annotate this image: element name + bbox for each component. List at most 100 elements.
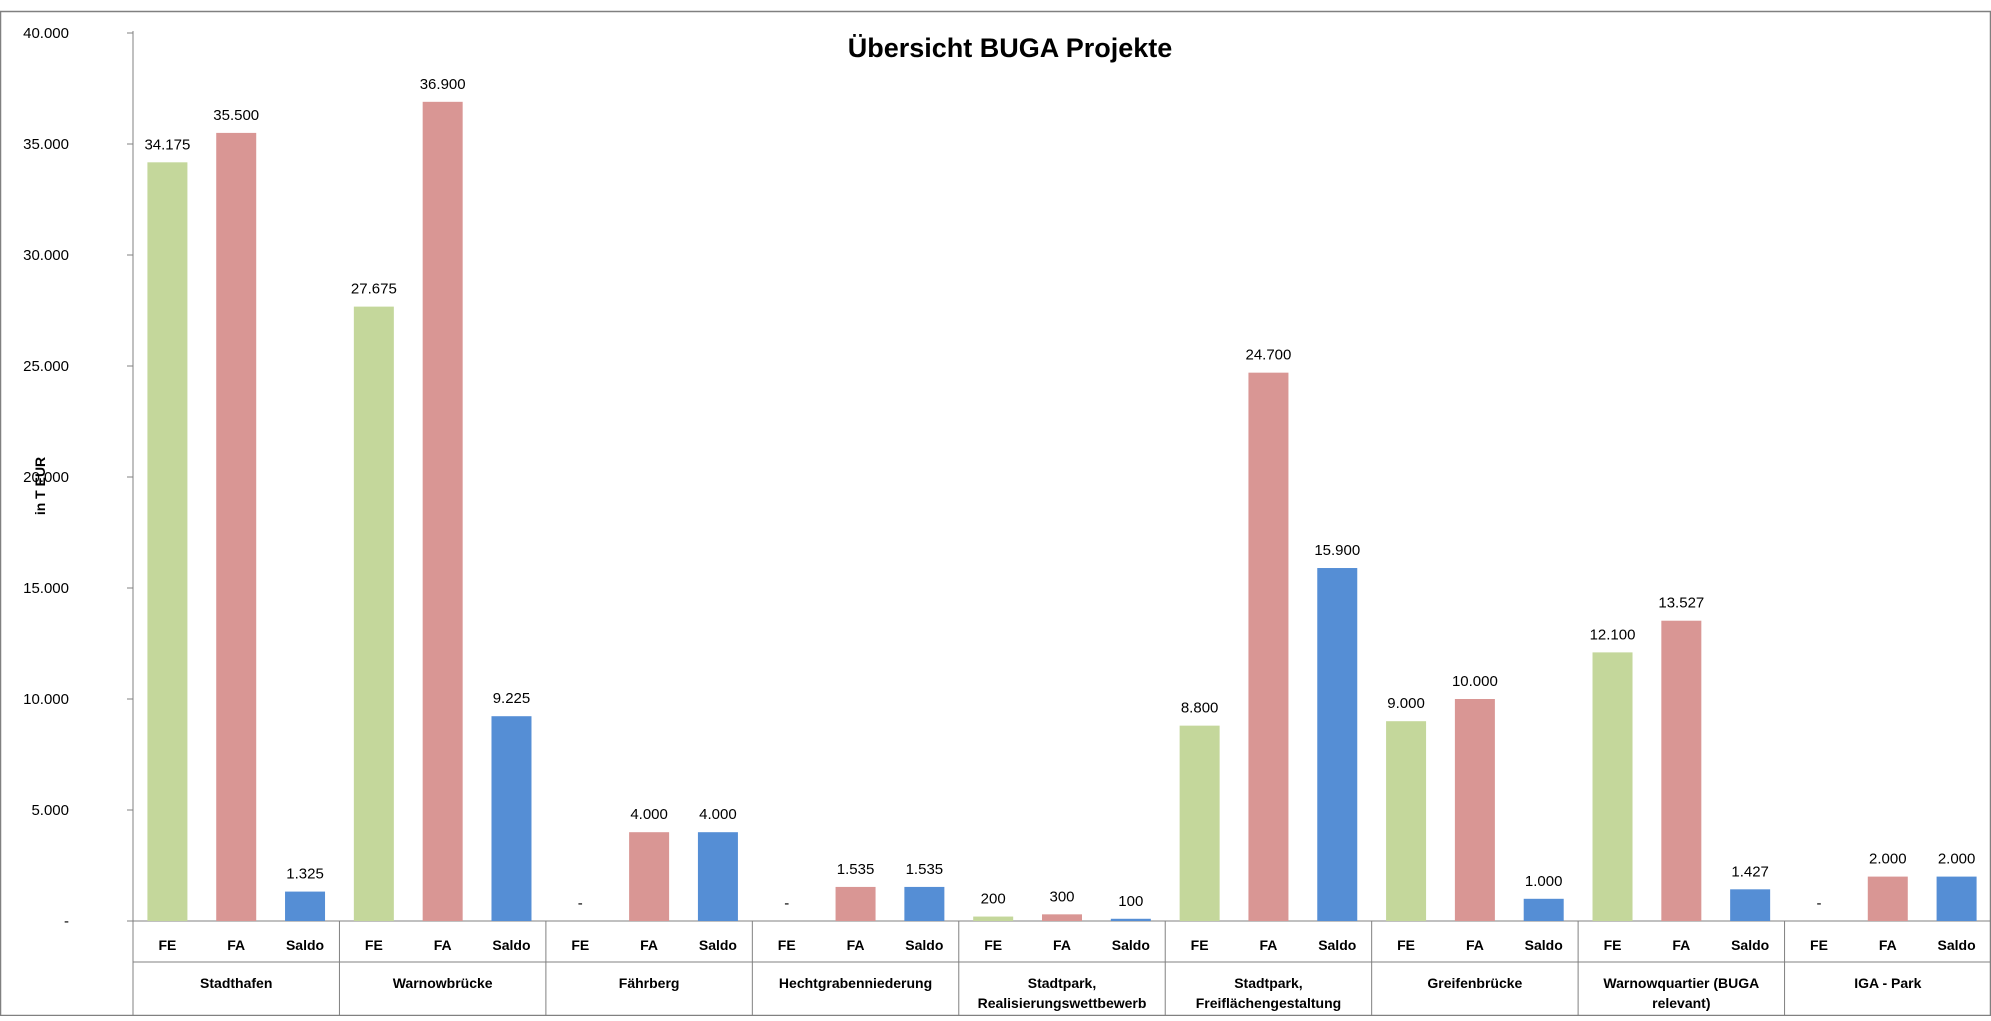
series-label: FA <box>1879 937 1897 953</box>
group-label: Warnowbrücke <box>393 975 493 991</box>
series-label: FE <box>1397 937 1415 953</box>
value-label: 13.527 <box>1658 595 1704 612</box>
value-label: 36.900 <box>420 76 466 93</box>
bar-saldo <box>1730 889 1771 921</box>
group-label: Realisierungswettbewerb <box>978 995 1147 1011</box>
value-label: 4.000 <box>699 806 737 823</box>
series-label: FE <box>158 937 176 953</box>
bar-fe <box>1386 721 1427 921</box>
series-label: FE <box>1191 937 1209 953</box>
y-tick-label: - <box>64 913 69 930</box>
series-label: Saldo <box>1318 937 1356 953</box>
chart-border <box>0 10 1991 1017</box>
value-label: 1.427 <box>1731 863 1769 880</box>
y-tick-label: 30.000 <box>23 247 69 264</box>
value-label: 12.100 <box>1590 626 1636 643</box>
bar-fa <box>1867 876 1908 921</box>
y-tick-label: 35.000 <box>23 136 69 153</box>
bars <box>147 101 1977 921</box>
bar-saldo <box>1110 918 1151 921</box>
value-label: 1.535 <box>837 861 875 878</box>
bar-saldo <box>285 891 326 921</box>
y-axis-label: in T EUR <box>32 457 48 515</box>
series-label: FE <box>365 937 383 953</box>
value-label: 1.000 <box>1525 873 1563 890</box>
labels: - 5.000 10.000 15.000 20.000 25.000 30.000 35.0… <box>23 25 1976 1011</box>
series-label: Saldo <box>699 937 737 953</box>
series-label: FE <box>571 937 589 953</box>
value-label: 8.800 <box>1181 700 1219 717</box>
series-label: FA <box>227 937 245 953</box>
group-label: Stadthafen <box>200 975 272 991</box>
bar-fe <box>973 916 1014 921</box>
bar-fe <box>353 306 394 921</box>
value-label: 35.500 <box>213 107 259 124</box>
y-tick-label: 20.000 <box>23 469 69 486</box>
group-label: Stadtpark, <box>1028 975 1096 991</box>
series-label: FA <box>640 937 658 953</box>
value-label: 4.000 <box>630 806 668 823</box>
bar-fa <box>1454 699 1495 921</box>
series-label: FA <box>1053 937 1071 953</box>
chart-title: Übersicht BUGA Projekte <box>848 33 1173 63</box>
series-label: FE <box>1604 937 1622 953</box>
series-label: Saldo <box>1112 937 1150 953</box>
value-label: 300 <box>1049 888 1074 905</box>
bar-fa <box>1042 914 1082 921</box>
bar-fa <box>835 886 876 921</box>
y-tick-label: 25.000 <box>23 358 69 375</box>
value-label: 200 <box>981 891 1006 908</box>
group-label: IGA - Park <box>1854 975 1921 991</box>
value-label: 24.700 <box>1245 347 1291 364</box>
series-label: Saldo <box>1731 937 1769 953</box>
bar-fa <box>629 832 670 921</box>
series-label: FE <box>984 937 1002 953</box>
y-tick-label: 40.000 <box>23 25 69 42</box>
series-label: FA <box>1259 937 1277 953</box>
bar-saldo <box>1317 568 1358 921</box>
series-label: Saldo <box>905 937 943 953</box>
bar-fa <box>216 132 257 921</box>
value-label: 1.535 <box>906 861 944 878</box>
y-tick-label: 5.000 <box>31 802 69 819</box>
group-label: Warnowquartier (BUGA <box>1603 975 1759 991</box>
value-label: 15.900 <box>1314 542 1360 559</box>
value-label: 100 <box>1118 893 1143 910</box>
bar-fa <box>1661 620 1702 921</box>
series-label: Saldo <box>1938 937 1976 953</box>
y-tick-label: 15.000 <box>23 580 69 597</box>
group-label: relevant) <box>1652 995 1710 1011</box>
bar-saldo <box>904 886 945 921</box>
y-tick-label: 10.000 <box>23 691 69 708</box>
value-label: 34.175 <box>144 136 190 153</box>
value-label: - <box>578 895 583 912</box>
series-label: FE <box>778 937 796 953</box>
value-label: 2.000 <box>1869 851 1907 868</box>
series-label: FA <box>1672 937 1690 953</box>
bar-fe <box>147 162 188 921</box>
value-label: 2.000 <box>1938 851 1976 868</box>
value-label: 9.225 <box>493 690 531 707</box>
bar-saldo <box>697 832 738 921</box>
value-label: 10.000 <box>1452 673 1498 690</box>
value-label: - <box>784 895 789 912</box>
value-label: - <box>1816 895 1821 912</box>
bar-saldo <box>1936 876 1977 921</box>
group-label: Greifenbrücke <box>1427 975 1522 991</box>
series-label: FA <box>434 937 452 953</box>
group-label: Stadtpark, <box>1234 975 1302 991</box>
value-label: 27.675 <box>351 281 397 298</box>
bar-saldo <box>491 716 532 921</box>
series-label: Saldo <box>1525 937 1563 953</box>
bar-fe <box>1592 652 1633 921</box>
bar-fa <box>1248 372 1289 921</box>
series-label: FE <box>1810 937 1828 953</box>
group-label: Fährberg <box>619 975 680 991</box>
value-label: 1.325 <box>286 866 324 883</box>
value-label: 9.000 <box>1387 695 1425 712</box>
group-label: Hechtgrabenniederung <box>779 975 932 991</box>
series-label: FA <box>847 937 865 953</box>
series-label: FA <box>1466 937 1484 953</box>
bar-fe <box>1179 725 1220 921</box>
